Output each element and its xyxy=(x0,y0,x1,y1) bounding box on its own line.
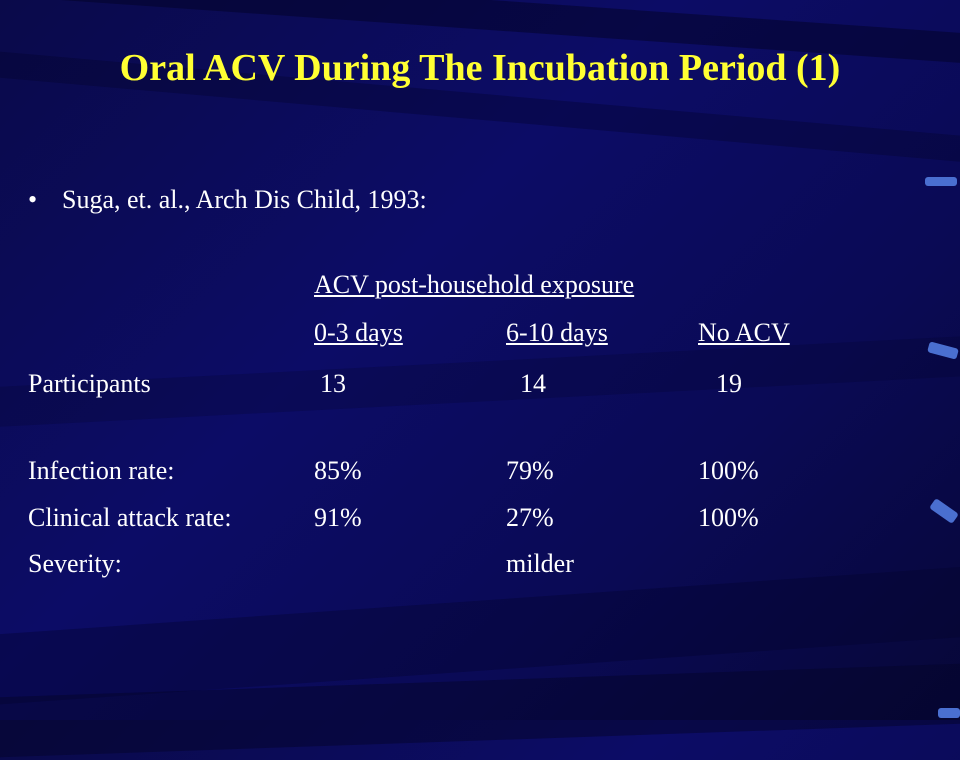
cell-infection-no-acv: 100% xyxy=(698,456,759,485)
cell-attack-no-acv: 100% xyxy=(698,503,759,532)
row-label-participants: Participants xyxy=(28,369,151,398)
cell-infection-6-10: 79% xyxy=(506,456,554,485)
cell-participants-6-10: 14 xyxy=(520,369,546,398)
cell-participants-0-3: 13 xyxy=(320,369,346,398)
column-header-6-10-days: 6-10 days xyxy=(506,318,608,347)
cell-attack-0-3: 91% xyxy=(314,503,362,532)
bullet-dot-icon: • xyxy=(28,185,38,214)
edge-accent xyxy=(929,498,959,524)
cell-attack-6-10: 27% xyxy=(506,503,554,532)
cell-participants-no-acv: 19 xyxy=(716,369,742,398)
row-label-infection-rate: Infection rate: xyxy=(28,456,175,485)
edge-accent xyxy=(925,177,957,186)
column-header-0-3-days: 0-3 days xyxy=(314,318,403,347)
bullet-item: • Suga, et. al., Arch Dis Child, 1993: xyxy=(28,185,427,215)
bullet-text: Suga, et. al., Arch Dis Child, 1993: xyxy=(62,185,427,214)
group-header: ACV post-household exposure xyxy=(314,270,635,299)
row-label-clinical-attack-rate: Clinical attack rate: xyxy=(28,503,232,532)
row-label-severity: Severity: xyxy=(28,549,122,578)
edge-accent xyxy=(938,708,960,718)
column-header-no-acv: No ACV xyxy=(698,318,790,347)
cell-infection-0-3: 85% xyxy=(314,456,362,485)
cell-severity-6-10: milder xyxy=(506,549,574,578)
slide-title: Oral ACV During The Incubation Period (1… xyxy=(119,47,841,89)
